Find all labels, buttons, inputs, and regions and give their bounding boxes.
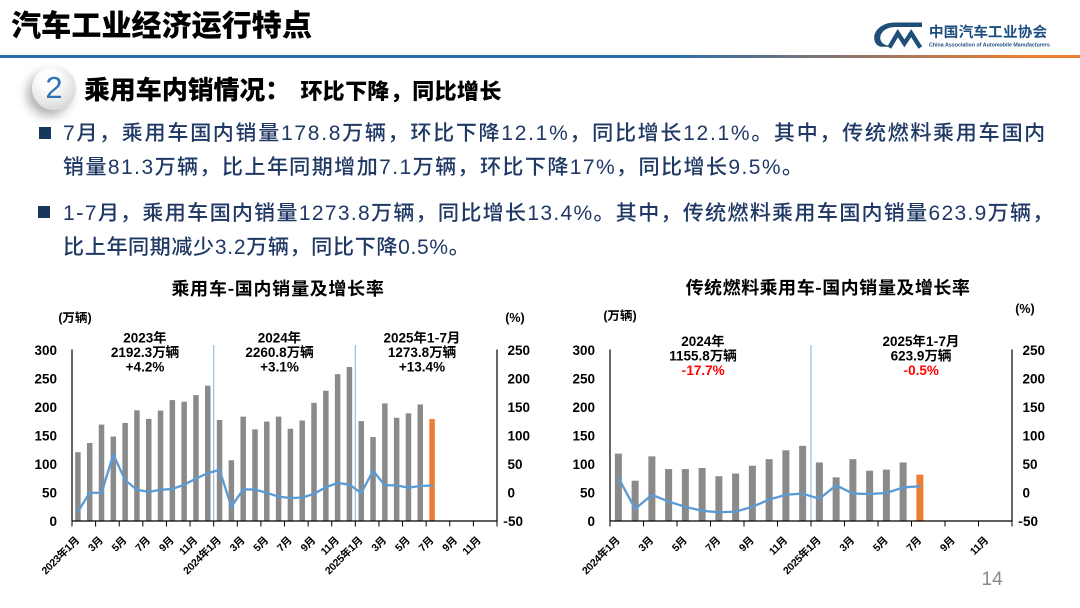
svg-text:传统燃料乘用车-国内销量及增长率: 传统燃料乘用车-国内销量及增长率 <box>686 274 971 300</box>
svg-text:150: 150 <box>572 424 595 444</box>
svg-text:(万辆): (万辆) <box>603 305 636 324</box>
svg-text:5月: 5月 <box>108 533 130 555</box>
svg-text:50: 50 <box>580 481 595 501</box>
svg-text:3月: 3月 <box>368 533 390 555</box>
svg-text:200: 200 <box>508 367 531 387</box>
svg-text:0: 0 <box>508 481 516 501</box>
svg-text:(万辆): (万辆) <box>58 307 91 326</box>
svg-text:150: 150 <box>1023 396 1046 416</box>
svg-text:+13.4%: +13.4% <box>399 356 445 376</box>
svg-text:300: 300 <box>572 339 595 359</box>
svg-text:2024年: 2024年 <box>258 327 302 347</box>
svg-text:9月: 9月 <box>735 533 757 555</box>
svg-text:0: 0 <box>1023 481 1031 501</box>
svg-text:100: 100 <box>508 424 531 444</box>
svg-text:200: 200 <box>1023 367 1046 387</box>
svg-text:100: 100 <box>572 453 595 473</box>
svg-text:2023年1月: 2023年1月 <box>38 533 83 578</box>
svg-text:2260.8万辆: 2260.8万辆 <box>245 341 314 361</box>
svg-text:2192.3万辆: 2192.3万辆 <box>111 341 180 361</box>
svg-text:50: 50 <box>508 453 523 473</box>
svg-text:7月: 7月 <box>415 533 437 555</box>
svg-text:2025年1-7月: 2025年1-7月 <box>383 327 460 347</box>
svg-text:50: 50 <box>42 481 57 501</box>
svg-text:11月: 11月 <box>765 533 790 558</box>
svg-text:100: 100 <box>34 453 57 473</box>
svg-text:-50: -50 <box>503 510 523 530</box>
svg-text:1155.8万辆: 1155.8万辆 <box>669 345 737 365</box>
svg-text:(%): (%) <box>1015 298 1034 317</box>
svg-text:5月: 5月 <box>869 533 891 555</box>
svg-text:5月: 5月 <box>392 533 414 555</box>
svg-text:3月: 3月 <box>226 533 248 555</box>
svg-text:0: 0 <box>49 510 57 530</box>
svg-text:11月: 11月 <box>459 533 484 558</box>
svg-text:+4.2%: +4.2% <box>126 356 165 376</box>
svg-text:1273.8万辆: 1273.8万辆 <box>388 341 457 361</box>
svg-text:3月: 3月 <box>836 533 858 555</box>
svg-text:150: 150 <box>34 424 57 444</box>
svg-text:300: 300 <box>34 339 57 359</box>
svg-text:11月: 11月 <box>966 533 991 558</box>
svg-text:9月: 9月 <box>155 533 177 555</box>
svg-text:5月: 5月 <box>668 533 690 555</box>
svg-text:7月: 7月 <box>702 533 724 555</box>
svg-text:2023年: 2023年 <box>123 327 167 347</box>
svg-text:9月: 9月 <box>936 533 958 555</box>
svg-text:7月: 7月 <box>273 533 295 555</box>
svg-text:623.9万辆: 623.9万辆 <box>891 345 952 365</box>
svg-text:3月: 3月 <box>85 533 107 555</box>
svg-text:5月: 5月 <box>250 533 272 555</box>
svg-text:+3.1%: +3.1% <box>260 356 299 376</box>
svg-text:0: 0 <box>587 510 595 530</box>
svg-text:9月: 9月 <box>439 533 461 555</box>
svg-text:200: 200 <box>34 396 57 416</box>
svg-text:200: 200 <box>572 396 595 416</box>
svg-text:100: 100 <box>1023 424 1046 444</box>
svg-text:150: 150 <box>508 396 531 416</box>
svg-text:250: 250 <box>34 367 57 387</box>
svg-text:-17.7%: -17.7% <box>681 359 724 379</box>
svg-text:2025年1-7月: 2025年1-7月 <box>882 330 959 350</box>
svg-text:乘用车-国内销量及增长率: 乘用车-国内销量及增长率 <box>171 275 384 301</box>
svg-text:3月: 3月 <box>635 533 657 555</box>
svg-text:2024年: 2024年 <box>681 330 725 350</box>
svg-text:-0.5%: -0.5% <box>903 359 939 379</box>
svg-text:(%): (%) <box>505 307 524 326</box>
svg-text:250: 250 <box>508 339 531 359</box>
svg-text:2024年1月: 2024年1月 <box>579 533 624 578</box>
svg-text:7月: 7月 <box>903 533 925 555</box>
svg-text:50: 50 <box>1023 453 1038 473</box>
svg-text:250: 250 <box>572 367 595 387</box>
svg-text:China Association of Automobil: China Association of Automobile Manufact… <box>929 43 1050 49</box>
svg-text:9月: 9月 <box>297 533 319 555</box>
svg-text:250: 250 <box>1023 339 1046 359</box>
svg-text:中国汽车工业协会: 中国汽车工业协会 <box>929 21 1047 42</box>
svg-text:-50: -50 <box>1018 510 1038 530</box>
svg-text:7月: 7月 <box>132 533 154 555</box>
